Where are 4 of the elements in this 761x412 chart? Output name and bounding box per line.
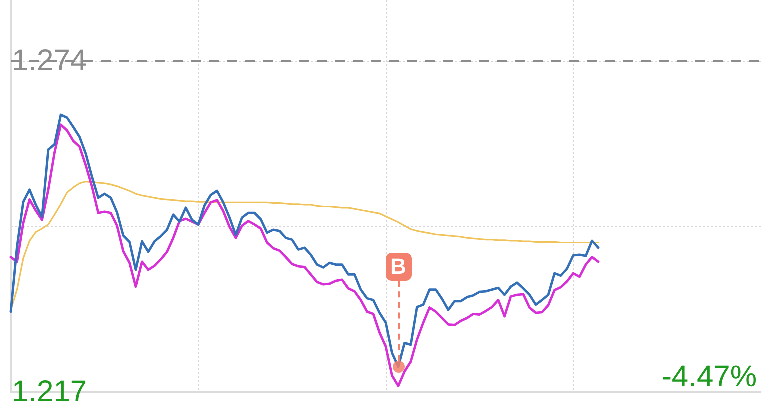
y-tick-label: 1.217 bbox=[12, 376, 88, 408]
annotation: B bbox=[386, 253, 412, 282]
y-tick-label: 1.274 bbox=[12, 44, 88, 78]
annotation: -4.47% bbox=[662, 360, 758, 394]
